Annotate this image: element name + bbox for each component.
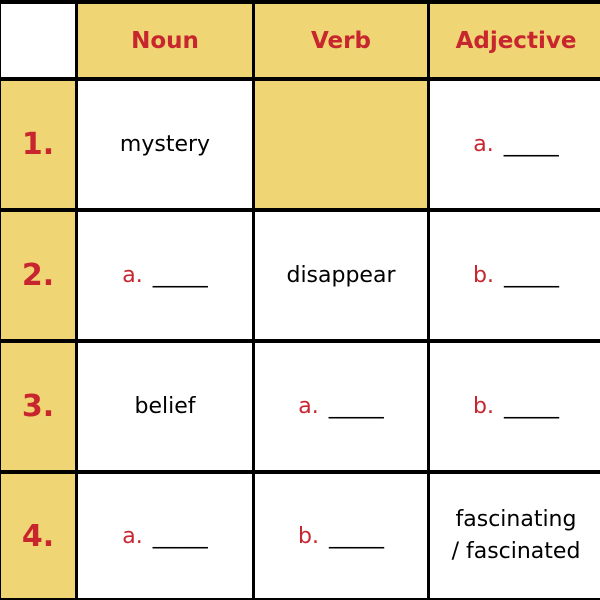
blank-line[interactable]: _____ — [152, 523, 208, 549]
row4-verb-cell[interactable]: b. _____ — [255, 474, 427, 598]
header-noun-label: Noun — [131, 27, 199, 54]
row-number-1: 1. — [1, 81, 75, 208]
row-number-4: 4. — [1, 474, 75, 598]
blank-letter: a. — [122, 523, 143, 549]
blank-line[interactable]: _____ — [503, 394, 559, 419]
blank-letter: b. — [473, 394, 494, 419]
blank-letter: a. — [122, 263, 143, 288]
header-verb: Verb — [255, 4, 427, 77]
row1-noun-cell: mystery — [78, 81, 252, 208]
row1-verb-cell-empty — [255, 81, 427, 208]
header-adjective-label: Adjective — [455, 27, 577, 54]
row4-adjective-stack: fascinating / fascinated — [452, 504, 581, 568]
header-adjective: Adjective — [430, 4, 600, 77]
row1-adjective-cell[interactable]: a. _____ — [430, 81, 600, 208]
header-noun: Noun — [78, 4, 252, 77]
row4-adjective-line1: fascinating — [455, 507, 577, 532]
blank-line[interactable]: _____ — [503, 263, 559, 288]
blank-letter: a. — [473, 132, 494, 157]
row3-verb-cell[interactable]: a. _____ — [255, 343, 427, 470]
row2-adjective-cell[interactable]: b. _____ — [430, 212, 600, 339]
row1-noun: mystery — [119, 131, 211, 157]
blank-letter: b. — [298, 523, 319, 549]
row-number-label: 4. — [21, 518, 55, 554]
row2-noun-cell[interactable]: a. _____ — [78, 212, 252, 339]
blank-line[interactable]: _____ — [328, 523, 384, 549]
row4-noun-cell[interactable]: a. _____ — [78, 474, 252, 598]
row4-adjective-line2: / fascinated — [451, 539, 581, 564]
row-number-label: 1. — [21, 127, 55, 162]
row3-noun: belief — [134, 393, 196, 419]
row-number-3: 3. — [1, 343, 75, 470]
row-number-label: 3. — [21, 389, 55, 424]
blank-line[interactable]: _____ — [503, 132, 559, 157]
row3-noun-cell: belief — [78, 343, 252, 470]
row-number-2: 2. — [1, 212, 75, 339]
blank-line[interactable]: _____ — [328, 394, 384, 419]
row-number-label: 2. — [21, 258, 55, 293]
row4-adjective-cell: fascinating / fascinated — [430, 474, 600, 598]
blank-letter: b. — [473, 263, 494, 288]
row2-verb-cell: disappear — [255, 212, 427, 339]
blank-line[interactable]: _____ — [152, 263, 208, 288]
blank-letter: a. — [298, 394, 319, 419]
header-verb-label: Verb — [311, 27, 371, 54]
row2-verb: disappear — [286, 262, 396, 288]
row3-adjective-cell[interactable]: b. _____ — [430, 343, 600, 470]
corner-cell — [1, 4, 75, 77]
